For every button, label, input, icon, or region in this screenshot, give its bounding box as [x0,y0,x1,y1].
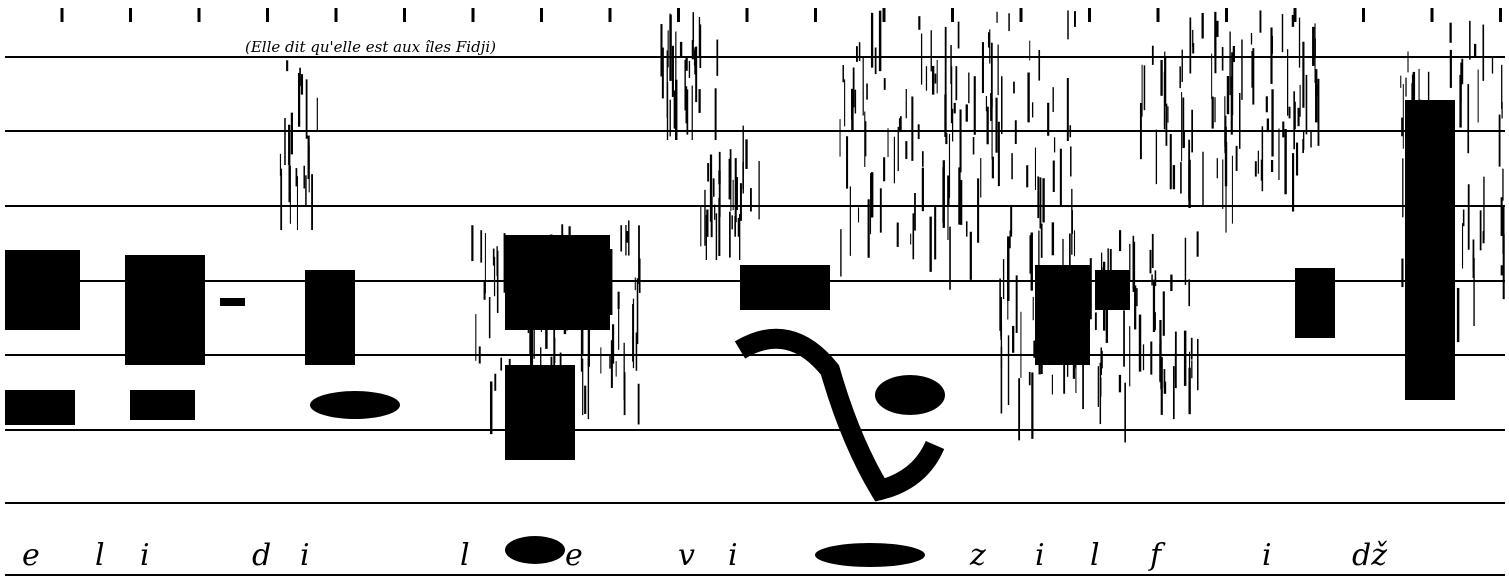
time-ticks [62,8,1501,22]
formant-blob [5,250,80,330]
phonetic-label: e [565,538,583,573]
phonetic-label: i [300,538,310,573]
phonetic-label: i [140,538,150,573]
phonetic-label: e [22,538,40,573]
phonetic-label: i [728,538,738,573]
formant-blob [310,391,400,419]
phonetic-label: i [1262,538,1272,573]
page: {"annotation": "(Elle dit qu'elle est au… [0,0,1509,582]
phonetic-label: l [1090,538,1100,573]
phonetic-label: i [1035,538,1045,573]
phonetic-label: f [1148,538,1166,573]
spectrogram: (Elle dit qu'elle est aux îles Fidji) e l… [0,0,1509,582]
formant-blob [220,298,245,306]
formant-blob [130,390,195,420]
formant-blob [1295,268,1335,338]
phonetic-label: z [969,538,986,573]
phonetic-label: v [678,538,695,573]
formant-blob [505,536,565,564]
annotation: (Elle dit qu'elle est aux îles Fidji) [245,38,496,56]
phonetic-label: d [252,538,271,573]
formant-blob [125,255,205,365]
phonetic-label: dž [1352,538,1387,573]
formant-blob [740,265,830,310]
phonetic-label: l [95,538,105,573]
formant-blob [5,390,75,425]
formant-blob [815,543,925,567]
formant-blob [305,270,355,365]
phonetic-label: l [460,538,470,573]
noise-stripes [280,10,1503,442]
frequency-lines [5,57,1505,575]
formant-blob [505,365,575,460]
formant-blob [875,375,945,415]
formant-blob [1095,270,1130,310]
